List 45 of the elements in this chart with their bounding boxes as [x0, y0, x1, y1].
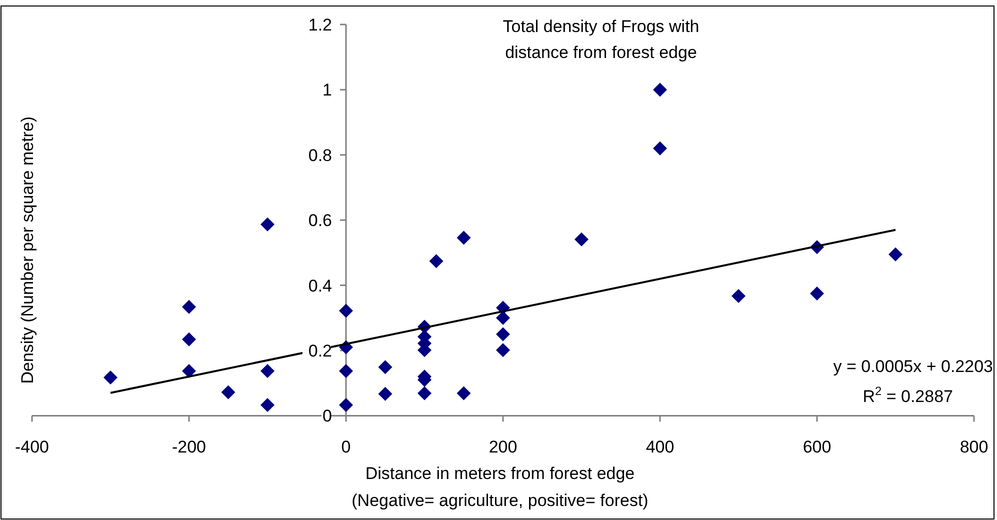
y-tick-label: 0 [322, 406, 332, 426]
y-axis-title: Density (Number per square metre) [18, 116, 37, 384]
x-axis-title: Distance in meters from forest edge (Negative= agriculture, positive= forest) [352, 464, 648, 510]
point [182, 300, 196, 314]
x-tick-label: 800 [960, 438, 988, 457]
point [378, 360, 392, 374]
point [260, 217, 274, 232]
point [653, 82, 667, 97]
x-tick-label: 600 [802, 438, 832, 457]
x-tick-label: -400 [14, 438, 50, 457]
point [339, 398, 353, 412]
x-tick-label: 400 [646, 438, 674, 457]
point [574, 232, 588, 246]
point [653, 141, 667, 156]
chart-title: Total density of Frogs with distance from forest edge [502, 17, 700, 62]
y-tick-label: 0.4 [308, 276, 332, 296]
y-tick-label: 1.2 [308, 16, 332, 34]
point [496, 327, 510, 342]
point [104, 370, 118, 385]
point [496, 310, 510, 325]
point [339, 304, 353, 318]
point [732, 289, 746, 304]
point [888, 247, 902, 262]
point [456, 386, 471, 400]
point [810, 286, 824, 300]
y-tick-label: 0.2 [308, 342, 332, 360]
point [378, 386, 392, 401]
point [418, 386, 432, 400]
point [221, 385, 236, 400]
point [182, 364, 196, 378]
point [429, 254, 444, 268]
point [456, 230, 471, 245]
point [260, 398, 274, 412]
x-tick-label: 0 [341, 438, 351, 457]
x-tick-label: -200 [172, 438, 206, 457]
point [339, 364, 353, 378]
y-tick-label: 0.6 [308, 211, 332, 230]
annotation: y = 0.0005x + 0.2203 [833, 357, 993, 376]
annotation: R$^{2}$ = 0.2887 [862, 384, 953, 406]
y-tick-label: 0.8 [308, 146, 332, 165]
x-tick-label: 200 [488, 438, 518, 457]
point [182, 332, 196, 346]
point [260, 364, 274, 378]
y-tick-label: 1 [322, 80, 332, 100]
point [496, 343, 510, 358]
